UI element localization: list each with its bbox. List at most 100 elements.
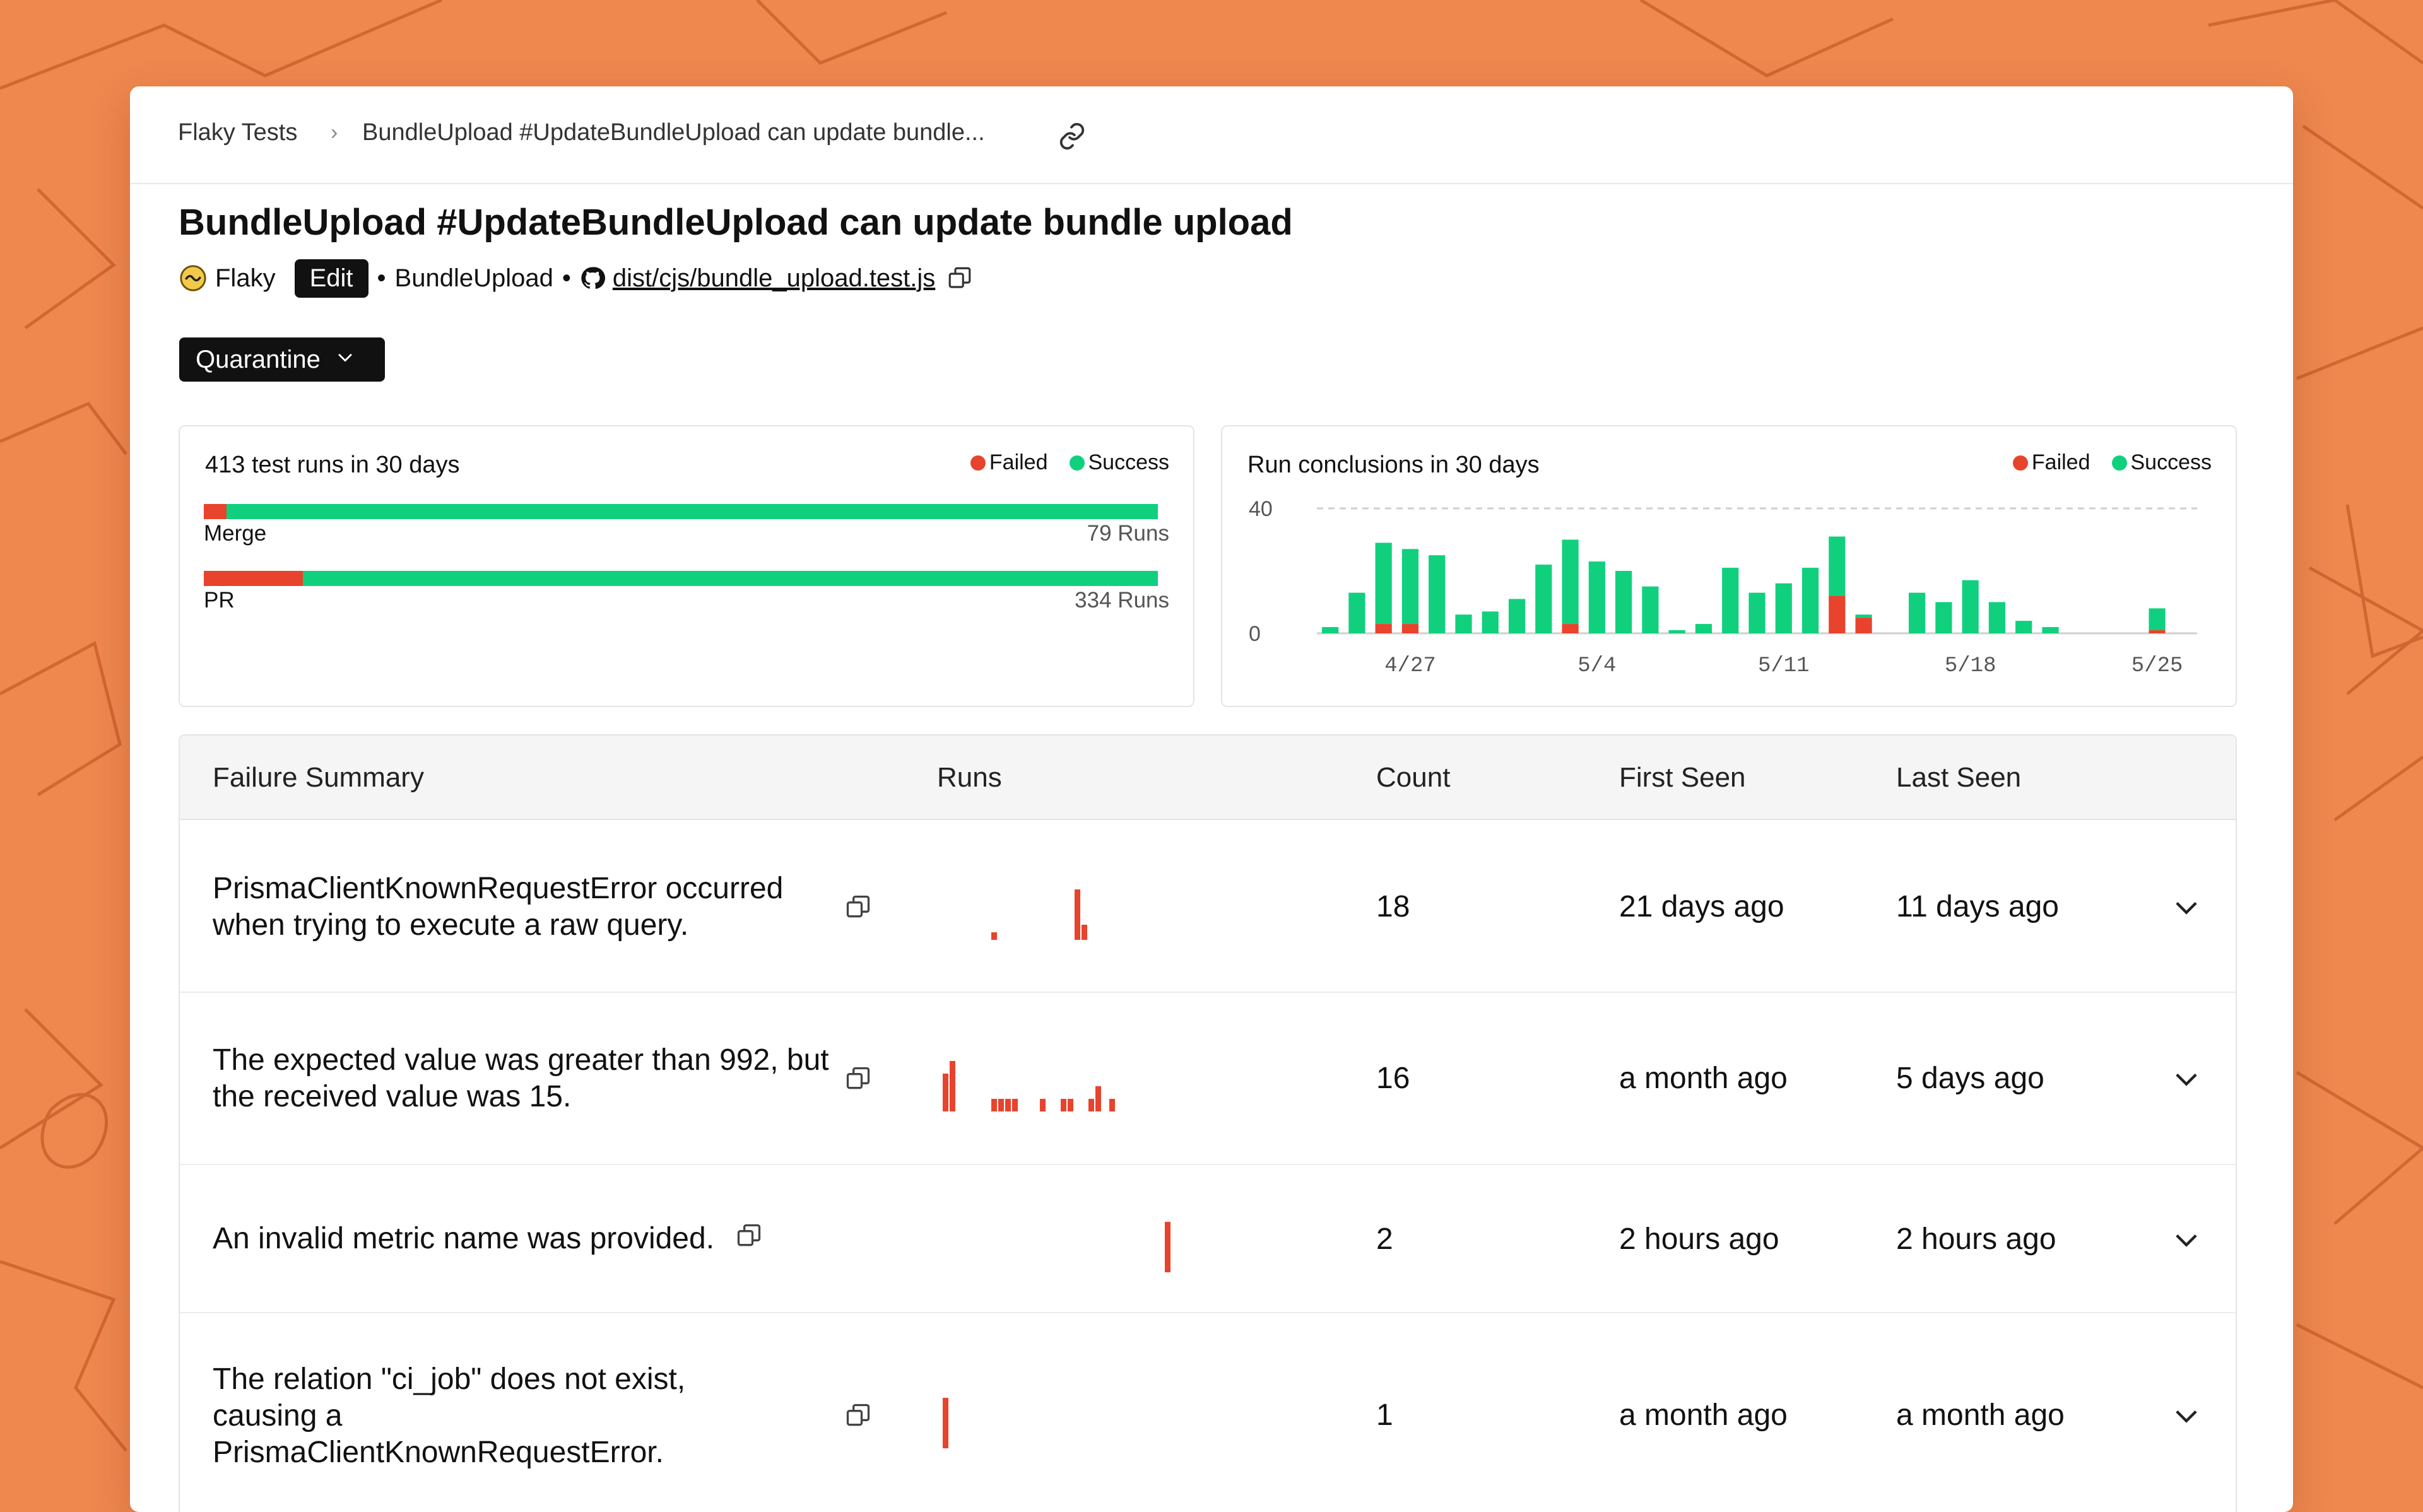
merge-runs-bar[interactable] [204, 504, 1158, 519]
edit-button[interactable]: Edit [294, 259, 368, 298]
table-row[interactable]: An invalid metric name was provided. 2 2… [180, 1165, 2236, 1313]
test-file-link[interactable]: dist/cjs/bundle_upload.test.js [612, 264, 936, 292]
run-conclusions-panel: Run conclusions in 30 days Failed Succes… [1221, 425, 2237, 707]
success-bar [1962, 580, 1979, 633]
chevron-down-icon [334, 346, 356, 374]
conclusions-legend: Failed Success [2012, 450, 2212, 475]
last-seen: 5 days ago [1896, 1062, 2044, 1095]
failure-count: 1 [1376, 1398, 1393, 1432]
failure-count: 16 [1376, 1062, 1410, 1095]
page-title: BundleUpload #UpdateBundleUpload can upd… [179, 202, 1293, 243]
link-icon[interactable] [1058, 122, 1087, 154]
sparkline-bar [943, 1398, 948, 1448]
table-row[interactable]: The expected value was greater than 992,… [180, 993, 2236, 1165]
success-bar [1801, 568, 1819, 633]
success-bar [1455, 614, 1472, 633]
failed-bar [1562, 624, 1579, 633]
success-legend-label: Success [2130, 450, 2212, 474]
success-bar [1508, 599, 1526, 633]
quarantine-dropdown[interactable]: Quarantine [179, 337, 385, 382]
sparkline-bar [1165, 1222, 1170, 1272]
chevron-down-icon[interactable] [2170, 1223, 2203, 1259]
sparkline-bar [950, 1061, 955, 1111]
x-tick-label: 4/27 [1384, 654, 1436, 678]
copy-icon[interactable] [735, 1222, 763, 1258]
header-last-seen[interactable]: Last Seen [1896, 762, 2022, 793]
copy-icon[interactable] [844, 1402, 872, 1433]
runs-sparkline [943, 1398, 948, 1448]
failure-count: 2 [1376, 1222, 1393, 1256]
success-bar [1909, 592, 1926, 633]
flaky-status-icon [179, 264, 208, 293]
copy-icon[interactable] [844, 1065, 872, 1096]
runs-sparkline [991, 889, 1087, 940]
test-meta-row: Flaky Edit • BundleUpload • dist/cjs/bun… [179, 255, 973, 301]
first-seen: a month ago [1619, 1398, 1788, 1432]
last-seen: 2 hours ago [1896, 1222, 2056, 1256]
x-tick-label: 5/4 [1577, 654, 1616, 678]
chevron-down-icon[interactable] [2170, 891, 2203, 927]
pr-label: PR [204, 588, 235, 612]
success-bar [1562, 539, 1579, 624]
runs-sparkline [1165, 1222, 1170, 1272]
pr-failed-segment [204, 571, 304, 586]
success-bar [1829, 536, 1846, 596]
header-count[interactable]: Count [1376, 762, 1451, 793]
copy-icon[interactable] [946, 265, 973, 291]
failure-summary-text: An invalid metric name was provided. [213, 1222, 715, 1255]
chevron-down-icon[interactable] [2170, 1062, 2203, 1098]
sparkline-bar [991, 932, 997, 940]
meta-bullet: • [377, 264, 386, 292]
sparkline-bar [1095, 1086, 1101, 1111]
failed-legend-dot [2012, 455, 2028, 471]
merge-runs-count: 79 Runs [1087, 521, 1169, 546]
x-tick-label: 5/25 [2131, 654, 2183, 678]
header-first-seen[interactable]: First Seen [1619, 762, 1746, 793]
pr-runs-bar[interactable] [204, 571, 1158, 586]
success-bar [1588, 561, 1605, 633]
failed-bar [1401, 624, 1419, 633]
success-bar [1322, 627, 1339, 633]
runs-legend: Failed Success [970, 450, 1169, 475]
table-row[interactable]: The relation "ci_job" does not exist, ca… [180, 1313, 2236, 1512]
chevron-down-icon[interactable] [2170, 1399, 2203, 1435]
table-row[interactable]: PrismaClientKnownRequestError occurred w… [180, 820, 2236, 993]
breadcrumb: Flaky Tests › BundleUpload #UpdateBundle… [130, 86, 2293, 184]
success-bar [1748, 592, 1766, 633]
sparkline-bar [1082, 925, 1087, 940]
first-seen: 2 hours ago [1619, 1222, 1779, 1256]
failure-summary-table: Failure Summary Runs Count First Seen La… [179, 734, 2237, 1512]
breadcrumb-root-link[interactable]: Flaky Tests [178, 119, 298, 146]
breadcrumb-separator: › [331, 120, 338, 144]
merge-label: Merge [204, 521, 267, 546]
sparkline-bar [1012, 1099, 1018, 1111]
success-bar [1615, 571, 1632, 633]
failed-legend-label: Failed [2031, 450, 2090, 474]
sparkline-bar [943, 1074, 948, 1111]
table-header: Failure Summary Runs Count First Seen La… [180, 735, 2236, 820]
runs-sparkline [943, 1061, 1115, 1111]
last-seen: 11 days ago [1896, 890, 2059, 923]
header-runs[interactable]: Runs [937, 762, 1002, 793]
status-label: Flaky [215, 264, 276, 292]
success-bar [2149, 608, 2166, 631]
success-bar [1775, 583, 1792, 633]
failure-summary: An invalid metric name was provided. [213, 1221, 844, 1258]
pr-runs-count: 334 Runs [1075, 588, 1169, 612]
success-legend-label: Success [1088, 450, 1170, 474]
sparkline-bar [998, 1099, 1004, 1111]
success-bar [1348, 592, 1365, 633]
success-bar [1642, 586, 1659, 633]
x-tick-label: 5/18 [1945, 654, 1996, 678]
header-failure-summary[interactable]: Failure Summary [213, 762, 424, 793]
test-detail-card: Flaky Tests › BundleUpload #UpdateBundle… [130, 86, 2293, 1512]
first-seen: a month ago [1619, 1062, 1788, 1095]
sparkline-bar [1005, 1099, 1011, 1111]
success-bar [1855, 614, 1872, 618]
failed-legend-dot [970, 455, 986, 471]
copy-icon[interactable] [844, 893, 872, 924]
sparkline-bar [991, 1099, 997, 1111]
run-conclusions-chart: 40 0 4/27 5/4 5/11 5/18 5/25 [1249, 497, 2197, 678]
success-legend-dot [1069, 455, 1085, 471]
